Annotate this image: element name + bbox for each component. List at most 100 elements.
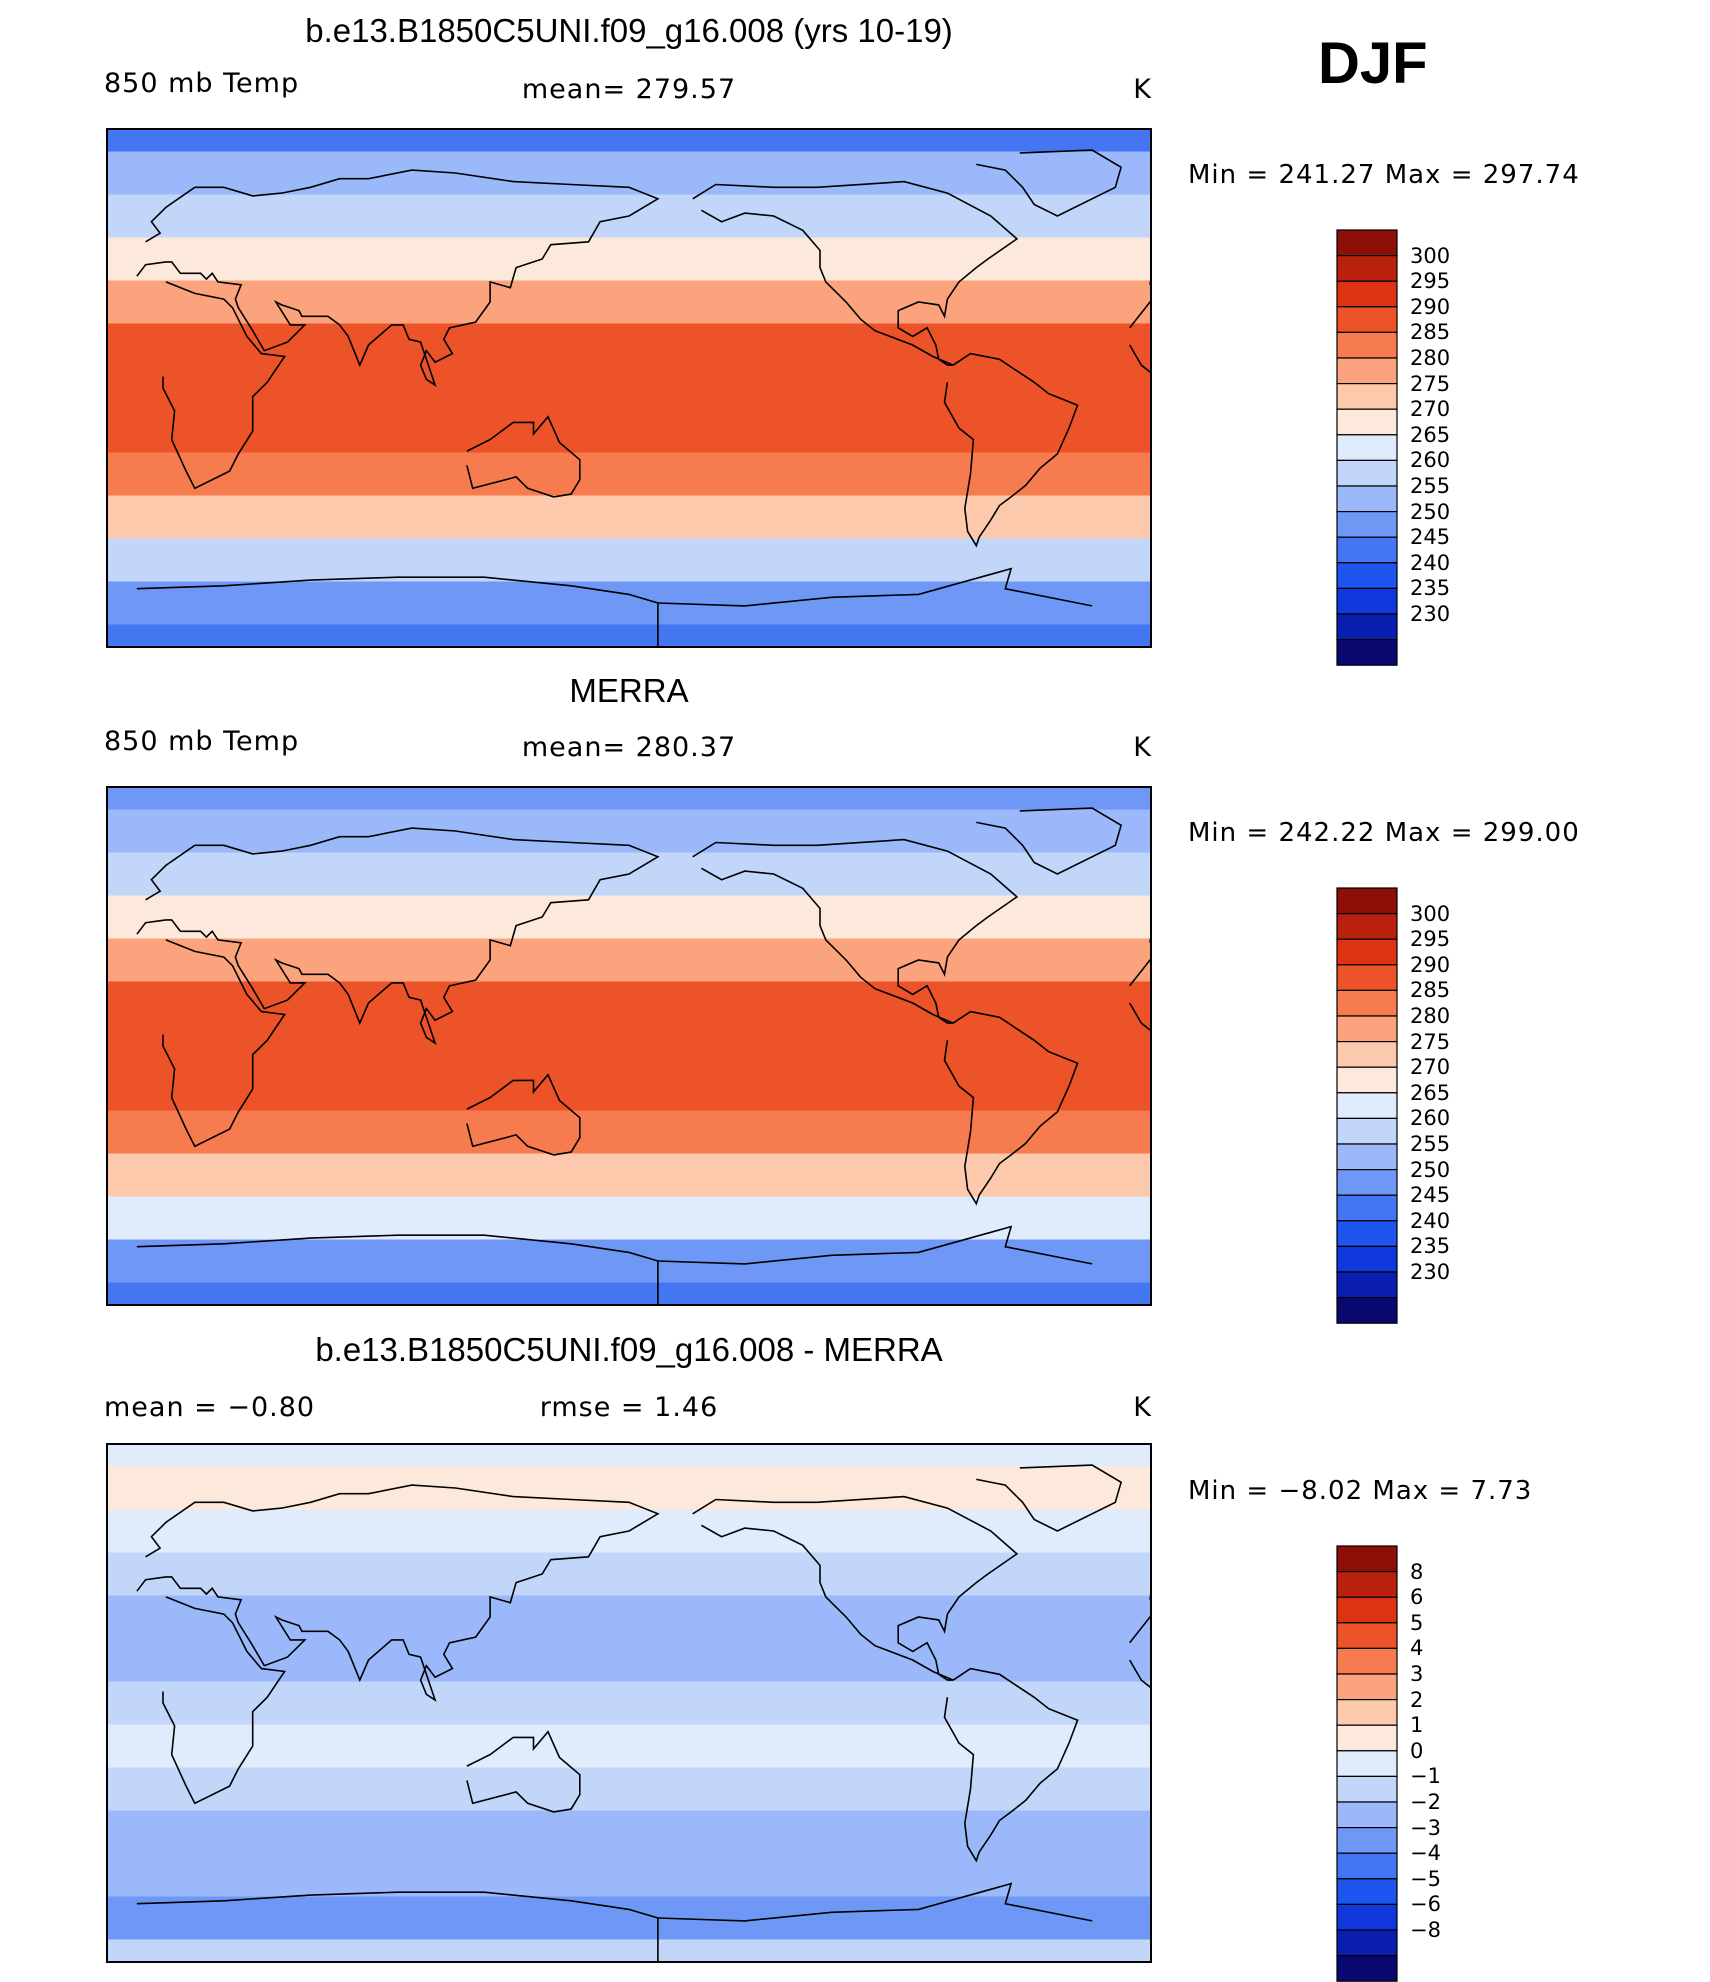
latitude-band: [108, 130, 1150, 152]
colorbar-tick-label: 250: [1410, 499, 1451, 524]
colorbar-swatch: [1336, 331, 1398, 359]
colorbar-tick-label: 240: [1410, 550, 1451, 575]
continent-outline-eurasia: [136, 827, 660, 1046]
colorbar-swatch: [1336, 1143, 1398, 1171]
colorbar-svg: [1336, 887, 1398, 1324]
colorbar-swatch: [1336, 1041, 1398, 1068]
latitude-band: [108, 788, 1150, 810]
latitude-band: [108, 1767, 1150, 1811]
latitude-band: [108, 495, 1150, 539]
colorbar-tick-label: 4: [1410, 1636, 1424, 1661]
continent-outline-africa: [162, 939, 286, 1148]
continent-outline-antarctica: [136, 1234, 659, 1304]
colorbar-tick-label: 230: [1410, 602, 1451, 626]
colorbar-swatch: [1336, 913, 1398, 940]
colorbar-tick-label: 265: [1410, 1080, 1451, 1105]
colorbar-swatch: [1336, 357, 1398, 385]
colorbar-swatch: [1336, 1852, 1398, 1880]
panel-2-title: MERRA: [569, 672, 689, 709]
latitude-band: [108, 280, 1150, 324]
latitude-band: [108, 1724, 1150, 1768]
colorbar-tick-label: 300: [1410, 243, 1451, 268]
colorbar-swatch: [1336, 964, 1398, 992]
continent-outline-africa: [1129, 1615, 1150, 1644]
colorbar-swatch: [1336, 434, 1398, 462]
continent-outline-africa: [1129, 300, 1150, 329]
continent-outline-australia: [466, 1730, 581, 1813]
continent-outline-antarctica: [657, 1225, 1093, 1265]
colorbar-tick-label: −5: [1410, 1866, 1441, 1891]
latitude-band: [108, 409, 1150, 453]
continent-outline-eurasia: [136, 1484, 660, 1703]
colorbar-tick-label: 255: [1410, 1132, 1451, 1156]
panel-1-units-label: K: [1133, 74, 1152, 105]
colorbar-swatch: [1336, 562, 1398, 589]
latitude-band: [108, 452, 1150, 496]
colorbar-tick-label: −8: [1410, 1918, 1441, 1942]
continent-outline-antarctica: [657, 567, 1093, 607]
colorbar-tick-label: 230: [1410, 1260, 1451, 1284]
latitude-band: [108, 1896, 1150, 1940]
colorbar-tick-label: 235: [1410, 1234, 1451, 1259]
panel-1-field-label: 850 mb Temp: [104, 68, 300, 99]
colorbar-tick-label: 260: [1410, 1106, 1451, 1131]
continent-outline-antarctica: [136, 576, 659, 646]
colorbar-swatch: [1336, 229, 1398, 257]
panel-3-map-svg: [108, 1445, 1150, 1961]
latitude-band: [108, 809, 1150, 853]
colorbar-swatch: [1336, 938, 1398, 966]
panel-2-units-label: K: [1133, 732, 1152, 763]
latitude-band: [108, 1110, 1150, 1154]
colorbar-tick-label: 235: [1410, 576, 1451, 601]
continent-outline-eurasia: [136, 169, 660, 388]
latitude-band: [108, 1853, 1150, 1897]
colorbar-tick-label: 245: [1410, 1183, 1451, 1208]
colorbar-tick-label: 6: [1410, 1585, 1424, 1610]
panel-1-mean-label: mean= 279.57: [521, 74, 737, 105]
latitude-band: [108, 1445, 1150, 1467]
colorbar-swatch: [1336, 1297, 1398, 1324]
colorbar-tick-label: 290: [1410, 952, 1451, 977]
colorbar-tick-label: −6: [1410, 1892, 1441, 1917]
latitude-band: [108, 981, 1150, 1025]
continent-outline-namerica: [692, 180, 1019, 366]
colorbar-swatch: [1336, 1545, 1398, 1573]
latitude-band: [108, 1810, 1150, 1854]
colorbar-swatch: [1336, 485, 1398, 513]
panel-2-map: [106, 786, 1152, 1306]
colorbar-tick-label: 280: [1410, 346, 1451, 370]
continent-outline-australia: [466, 415, 581, 498]
colorbar-swatch: [1336, 1015, 1398, 1043]
continent-outline-australia: [466, 1073, 581, 1156]
colorbar-tick-label: 265: [1410, 422, 1451, 447]
colorbar-tick-label: 270: [1410, 397, 1451, 422]
colorbar-swatch: [1336, 1673, 1398, 1701]
continent-outline-samerica: [943, 352, 1079, 548]
colorbar-swatch: [1336, 408, 1398, 436]
continent-outline-antarctica: [136, 1891, 659, 1961]
colorbar-swatch: [1336, 1827, 1398, 1854]
colorbar-swatch: [1336, 1955, 1398, 1982]
colorbar-swatch: [1336, 306, 1398, 334]
season-label: DJF: [1318, 31, 1428, 96]
panel-1-map: [106, 128, 1152, 648]
colorbar-tick-label: −3: [1410, 1815, 1441, 1840]
colorbar-tick-label: 5: [1410, 1610, 1424, 1635]
colorbar-tick-label: 295: [1410, 927, 1451, 952]
colorbar-tick-label: −4: [1410, 1841, 1441, 1866]
continent-outline-greenland: [976, 1464, 1123, 1532]
continent-outline-greenland: [976, 149, 1123, 217]
continent-outline-namerica: [692, 1495, 1019, 1681]
colorbar-swatch: [1336, 1245, 1398, 1273]
colorbar-swatch: [1336, 536, 1398, 564]
continent-outline-africa: [1129, 344, 1150, 373]
latitude-band: [108, 1196, 1150, 1240]
colorbar-swatch: [1336, 1092, 1398, 1120]
colorbar-tick-label: 275: [1410, 1029, 1451, 1054]
continent-outline-namerica: [692, 838, 1019, 1024]
continent-outline-samerica: [943, 1667, 1079, 1863]
colorbar-swatch: [1336, 1878, 1398, 1905]
latitude-band: [108, 237, 1150, 281]
latitude-band: [108, 1552, 1150, 1596]
continent-outline-antarctica: [657, 1882, 1093, 1922]
